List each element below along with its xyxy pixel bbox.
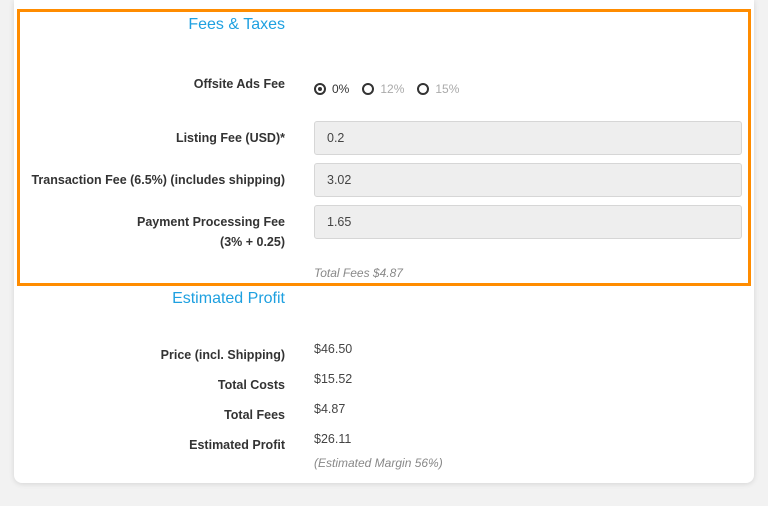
- price-label: Price (incl. Shipping): [160, 348, 285, 362]
- payment-processing-fee-sublabel: (3% + 0.25): [220, 235, 285, 249]
- radio-unchecked-icon: [417, 83, 430, 95]
- total-costs-label: Total Costs: [217, 378, 285, 392]
- estimated-profit-label: Estimated Profit: [189, 438, 285, 452]
- estimated-margin-note: (Estimated Margin 56%): [314, 456, 443, 470]
- offsite-ads-radio-group: 0% 12% 15%: [314, 82, 472, 96]
- price-value: $46.50: [314, 342, 353, 356]
- total-costs-value: $15.52: [314, 372, 353, 386]
- transaction-fee-input[interactable]: 3.02: [314, 163, 742, 197]
- fee-calculator-card: [14, 0, 754, 483]
- radio-unchecked-icon: [362, 83, 375, 95]
- listing-fee-input[interactable]: 0.2: [314, 121, 742, 155]
- estimated-profit-value: $26.11: [314, 432, 352, 446]
- total-fees-label: Total Fees: [224, 408, 285, 422]
- total-fees-value: $4.87: [314, 402, 346, 416]
- profit-section-title: Estimated Profit: [172, 290, 285, 307]
- radio-label: 12%: [380, 82, 405, 96]
- radio-label: 15%: [435, 82, 460, 96]
- radio-checked-icon: [314, 83, 326, 95]
- total-fees-note: Total Fees $4.87: [314, 266, 403, 280]
- offsite-ads-option-0[interactable]: 0%: [314, 82, 349, 96]
- offsite-ads-option-12[interactable]: 12%: [362, 82, 404, 96]
- offsite-ads-label: Offsite Ads Fee: [193, 77, 285, 91]
- listing-fee-label: Listing Fee (USD)*: [175, 131, 285, 145]
- offsite-ads-option-15[interactable]: 15%: [417, 82, 459, 96]
- radio-label: 0%: [332, 82, 350, 96]
- payment-processing-fee-label: Payment Processing Fee: [137, 215, 285, 229]
- fees-section-title: Fees & Taxes: [188, 16, 285, 33]
- payment-processing-fee-input[interactable]: 1.65: [314, 205, 742, 239]
- transaction-fee-label: Transaction Fee (6.5%) (includes shippin…: [31, 173, 285, 187]
